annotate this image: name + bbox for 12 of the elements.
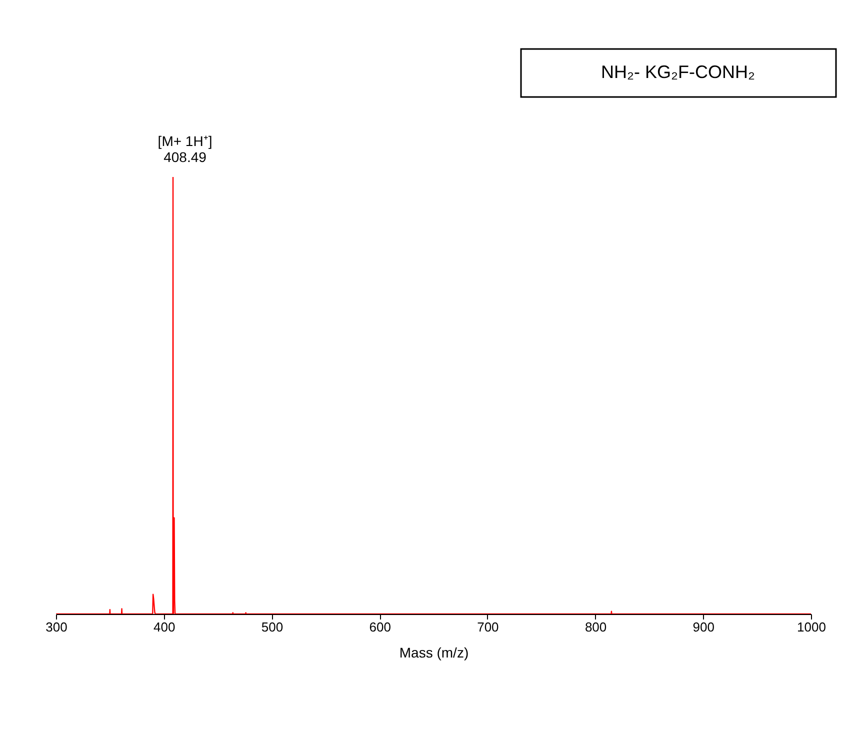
annotation: 408.49 [164, 149, 207, 165]
x-tick-label: 800 [584, 620, 607, 634]
x-tick-label: 900 [692, 620, 714, 634]
x-tick-label: 400 [154, 620, 176, 634]
x-tick-label: 600 [369, 620, 391, 634]
x-axis-title: Mass (m/z) [399, 644, 469, 660]
annotation: [M+ 1H⁺] [158, 133, 212, 149]
x-tick-label: 1000 [797, 620, 826, 634]
text: NH₂- KG₂F-CONH₂ [601, 62, 755, 82]
x-tick-label: 300 [46, 620, 68, 634]
x-tick-label: 500 [261, 620, 284, 634]
x-tick-label: 700 [477, 620, 499, 634]
